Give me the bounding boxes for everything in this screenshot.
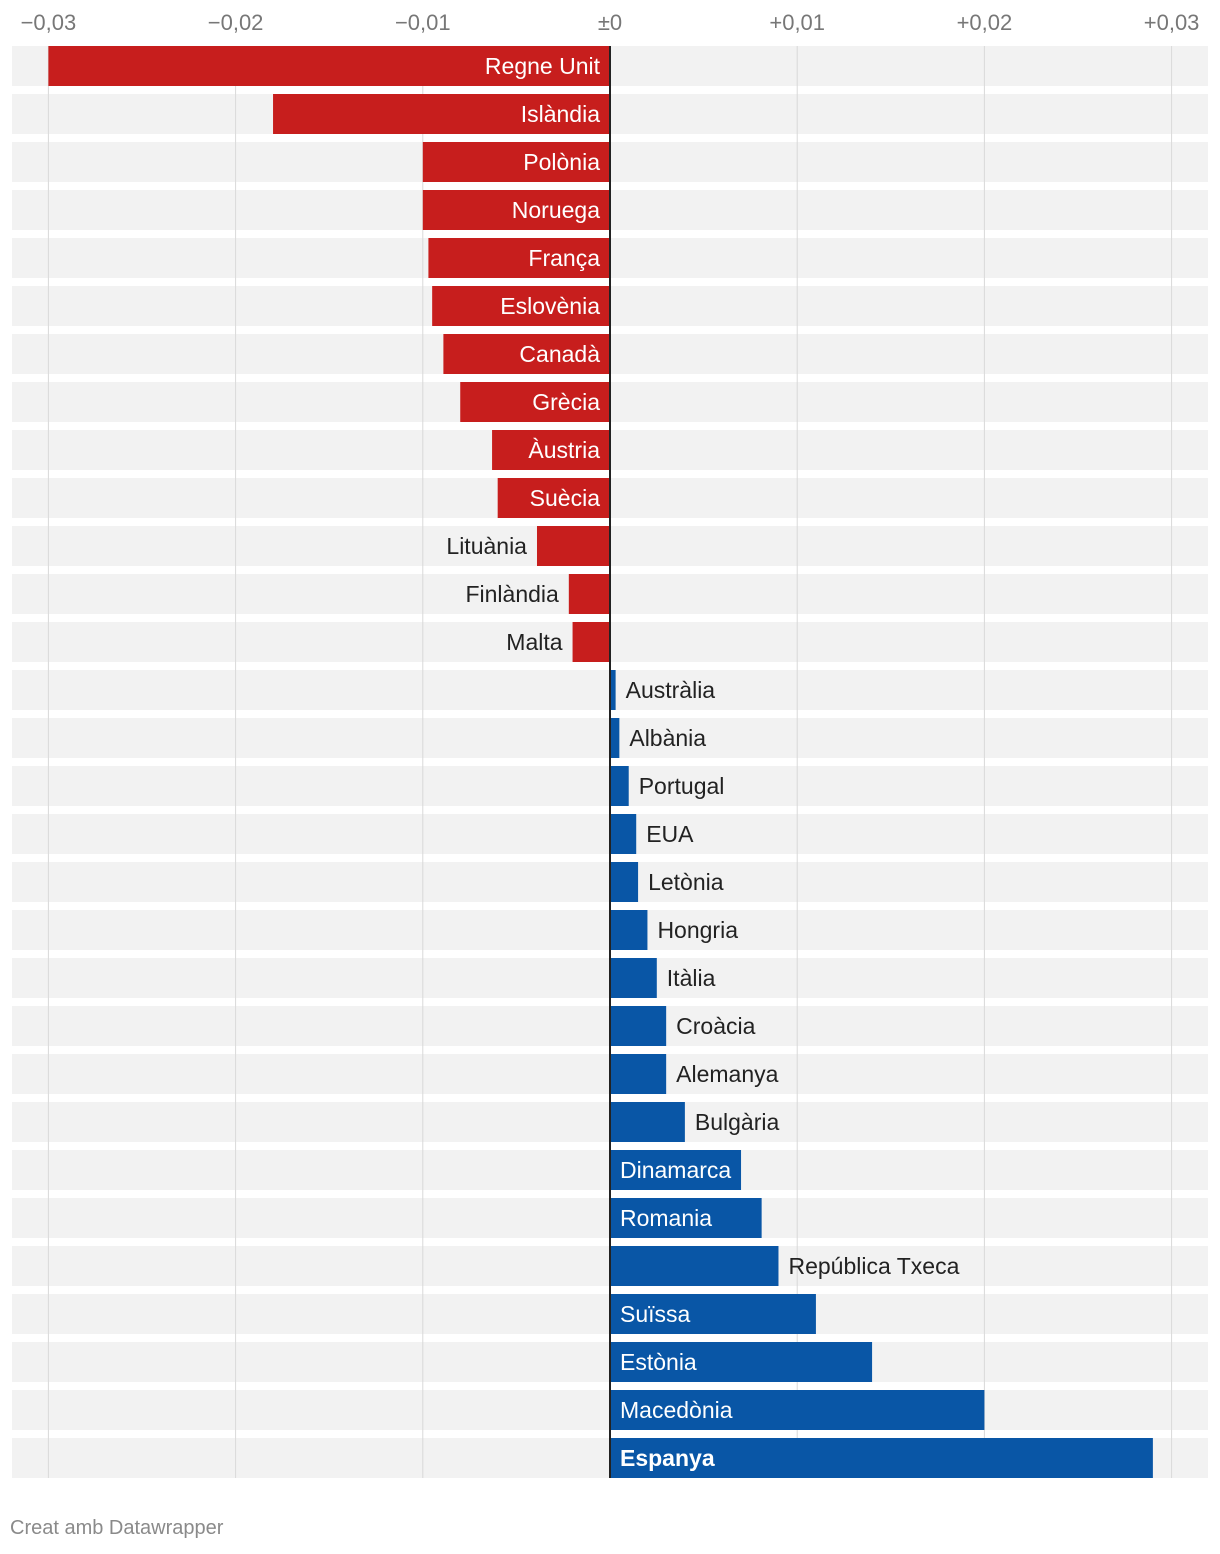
bar-label: Finlàndia [465, 581, 559, 607]
bar-label: França [528, 245, 600, 271]
bar [422, 142, 610, 182]
bar [443, 334, 610, 374]
bar-label: EUA [646, 821, 694, 847]
bar [497, 478, 610, 518]
x-tick-label: ±0 [598, 10, 622, 35]
bar [610, 910, 648, 950]
bar [610, 814, 637, 854]
bar [610, 1294, 816, 1334]
bar [610, 1342, 873, 1382]
bar-label: Polònia [523, 149, 600, 175]
bar [610, 1102, 685, 1142]
bar [610, 1006, 667, 1046]
bar-label: Àustria [528, 437, 600, 463]
bar [432, 286, 610, 326]
bar-label: Suïssa [620, 1301, 691, 1327]
bar [610, 1246, 779, 1286]
bar-label: Romania [620, 1205, 712, 1231]
bar [610, 862, 639, 902]
bar [428, 238, 610, 278]
bar-label: Suècia [530, 485, 601, 511]
bar [610, 1054, 667, 1094]
bar-label: Letònia [648, 869, 724, 895]
bar [610, 958, 657, 998]
bar [572, 622, 610, 662]
bar [610, 1150, 742, 1190]
bar-label: Bulgària [695, 1109, 780, 1135]
bars [48, 46, 1153, 1478]
bar-label: Estònia [620, 1349, 697, 1375]
bar-label: República Txeca [788, 1253, 959, 1279]
bar-label: Regne Unit [485, 53, 601, 79]
bar-label: Lituània [446, 533, 527, 559]
bar-chart: Regne Unit Islàndia Polònia Noruega França Es… [12, 10, 1208, 1478]
bar-label: Portugal [639, 773, 725, 799]
bar [610, 1390, 985, 1430]
bar [568, 574, 610, 614]
x-tick-label: −0,01 [395, 10, 451, 35]
bar-label: Hongria [657, 917, 738, 943]
bar-label: Austràlia [626, 677, 716, 703]
bar-label: Dinamarca [620, 1157, 731, 1183]
gridlines [47, 46, 1173, 1478]
bar [273, 94, 610, 134]
bar [610, 670, 616, 710]
bar-label: Espanya [620, 1445, 715, 1471]
x-tick-label: +0,01 [769, 10, 825, 35]
x-tick-label: +0,02 [957, 10, 1013, 35]
bar [536, 526, 610, 566]
bar [610, 766, 629, 806]
bar [422, 190, 610, 230]
bar [48, 46, 610, 86]
bar-label: Eslovènia [500, 293, 600, 319]
x-tick-label: +0,03 [1144, 10, 1200, 35]
bar [610, 1198, 762, 1238]
footer-credit: Creat amb Datawrapper [10, 1517, 224, 1539]
bar-label: Noruega [512, 197, 600, 223]
bar-label: Albània [629, 725, 706, 751]
bar-label: Grècia [532, 389, 600, 415]
bar-label: Alemanya [676, 1061, 778, 1087]
bar-labels: Regne Unit Islàndia Polònia Noruega França Es… [446, 53, 959, 1471]
bar-label: Itàlia [667, 965, 716, 991]
bar [610, 1438, 1153, 1478]
bar-label: Islàndia [521, 101, 600, 127]
bar-label: Canadà [519, 341, 600, 367]
x-tick-label: −0,03 [21, 10, 77, 35]
bar-label: Macedònia [620, 1397, 733, 1423]
bar [610, 718, 620, 758]
bar [492, 430, 610, 470]
x-tick-label: −0,02 [208, 10, 264, 35]
bar-label: Croàcia [676, 1013, 755, 1039]
bar [460, 382, 610, 422]
x-axis-ticks: −0,03 −0,02 −0,01 ±0 +0,01 +0,02 +0,03 [21, 10, 1200, 35]
bar-label: Malta [506, 629, 562, 655]
